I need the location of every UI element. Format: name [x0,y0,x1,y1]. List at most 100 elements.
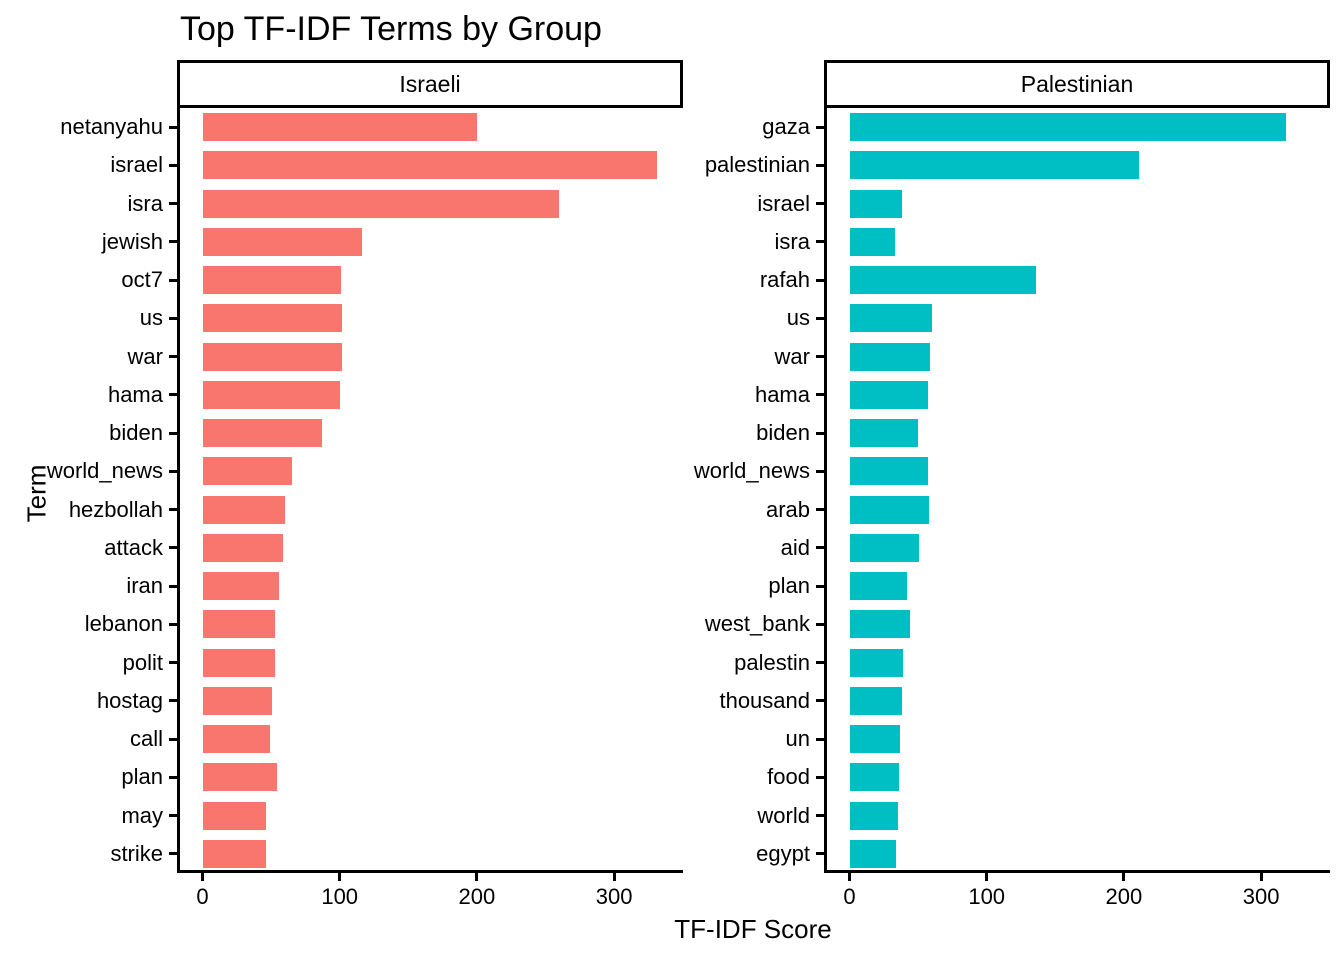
y-tick [816,202,824,206]
bar-world [849,801,898,830]
chart-title: Top TF-IDF Terms by Group [180,10,602,48]
y-axis-label-rafah: rafah [759,267,810,293]
y-axis-label-palestin: palestin [734,649,810,675]
x-tick [848,873,851,881]
y-tick [816,316,824,320]
y-tick [816,546,824,550]
y-axis-label-isra: isra [774,228,810,254]
bar-palestinian [849,151,1139,180]
x-axis-title: TF-IDF Score [674,914,832,944]
y-axis-label-plan: plan [768,573,810,599]
bar-attack [202,533,284,562]
bar-netanyahu [202,113,477,142]
bar-war [849,342,931,371]
bar-war [202,342,343,371]
bar-un [849,725,901,754]
y-tick [816,431,824,435]
y-tick [816,163,824,167]
y-tick [816,508,824,512]
x-tick [985,873,989,881]
y-tick [816,393,824,397]
y-tick [169,508,177,512]
y-tick [169,814,177,818]
x-axis-line-israeli [177,870,683,873]
y-tick [169,622,177,626]
y-tick [816,737,824,741]
y-axis-label-isra: isra [127,190,163,216]
y-axis-label-world_news: world_news [693,458,810,484]
y-tick [816,355,824,359]
bar-west_bank [849,610,910,639]
y-axis-label-strike: strike [110,840,163,866]
bar-strike [202,839,266,868]
y-axis-title: Term [21,464,52,523]
bar-hama [202,380,340,409]
x-tick [475,873,479,881]
y-axis-label-food: food [767,764,810,790]
bar-hostag [202,686,273,715]
y-axis-label-call: call [129,726,163,752]
y-tick [816,584,824,588]
y-tick [169,584,177,588]
bar-arab [849,495,930,524]
y-tick [816,622,824,626]
bar-egypt [849,839,897,868]
y-axis-label-aid: aid [780,534,810,560]
x-tick-label-100: 100 [321,884,359,909]
y-axis-label-un: un [785,726,810,752]
y-tick [816,240,824,244]
y-axis-label-oct7: oct7 [121,267,163,293]
bar-isra [849,227,895,256]
y-tick [169,546,177,550]
bar-plan [849,572,908,601]
x-tick [1122,873,1126,881]
y-axis-label-hostag: hostag [96,687,163,713]
bar-us [849,304,932,333]
y-axis-label-may: may [121,802,163,828]
bar-plan [202,763,277,792]
bar-hama [849,380,928,409]
bar-aid [849,533,920,562]
bar-palestin [849,648,903,677]
bar-thousand [849,686,902,715]
y-axis-label-us: us [139,305,163,331]
y-axis-label-biden: biden [756,420,810,446]
y-axis-label-attack: attack [104,534,163,560]
bar-call [202,725,270,754]
bar-rafah [849,266,1037,295]
x-tick-label-100: 100 [968,884,1006,909]
y-axis-label-plan: plan [121,764,163,790]
y-tick [816,814,824,818]
bar-food [849,763,899,792]
bar-polit [202,648,276,677]
y-axis-label-war: war [127,343,163,369]
x-tick [612,873,616,881]
bar-may [202,801,266,830]
y-axis-label-netanyahu: netanyahu [60,114,163,140]
y-axis-label-arab: arab [765,496,810,522]
x-tick-label-0: 0 [196,884,209,909]
facet-strip-israeli: Israeli [177,60,683,108]
y-tick [169,278,177,282]
y-tick [169,699,177,703]
panel-israeli [180,108,680,873]
y-tick [816,699,824,703]
facet-strip-palestinian: Palestinian [824,60,1330,108]
bar-gaza [849,113,1286,142]
x-tick [338,873,342,881]
y-tick [169,431,177,435]
y-axis-label-lebanon: lebanon [84,611,163,637]
bar-isra [202,189,560,218]
y-tick [816,661,824,665]
y-axis-label-israel: israel [757,190,810,216]
bar-iran [202,572,280,601]
y-tick [169,355,177,359]
bar-world_news [849,457,928,486]
y-tick [169,316,177,320]
panel-palestinian [827,108,1327,873]
y-tick [169,202,177,206]
bar-jewish [202,227,362,256]
x-tick-label-200: 200 [1105,884,1143,909]
y-tick [816,852,824,856]
bar-oct7 [202,266,342,295]
